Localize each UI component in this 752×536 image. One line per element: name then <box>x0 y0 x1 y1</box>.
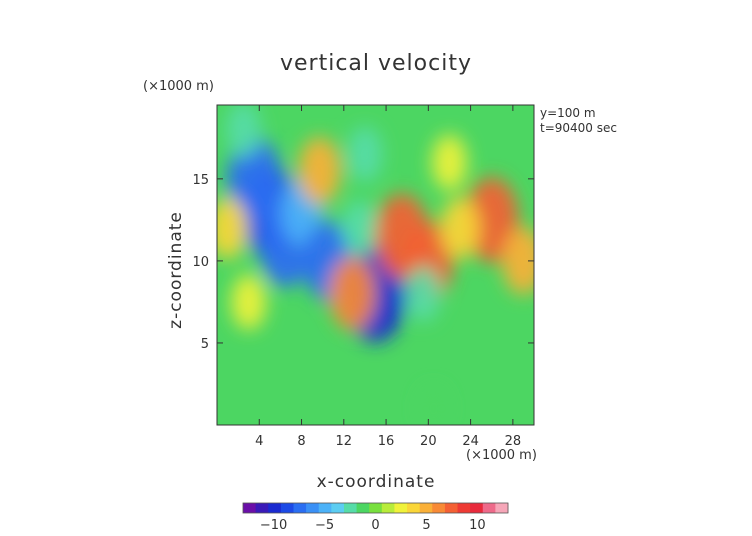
colorbar-tick-label: −5 <box>315 518 334 532</box>
colorbar-segment <box>457 503 471 513</box>
x-tick-label: 28 <box>505 434 522 449</box>
field-cell <box>231 274 267 330</box>
colorbar-frame <box>242 502 509 514</box>
x-axis: 4 8 12 16 20 24 28 <box>255 105 521 449</box>
plot-area <box>217 105 534 425</box>
colorbar-segment <box>381 503 395 513</box>
colorbar-tick-label: 10 <box>469 518 486 532</box>
colorbar-segment <box>495 503 509 513</box>
colorbar-tick-label: −10 <box>260 518 287 532</box>
colorbar-segment <box>318 503 332 513</box>
colorbar-segment <box>280 503 294 513</box>
field-cell <box>298 136 341 205</box>
colorbar-tick-label: 5 <box>422 518 430 532</box>
colorbar-segment <box>444 503 459 513</box>
x-tick-label: 24 <box>462 434 479 449</box>
colorbar-segment <box>407 503 421 513</box>
field-cell <box>405 265 441 322</box>
y-axis: 5 10 15 <box>192 173 534 352</box>
field-cell <box>342 200 378 256</box>
velocity-field <box>217 105 534 425</box>
x-tick-label: 4 <box>255 434 263 449</box>
y-tick-label: 15 <box>192 173 209 188</box>
colorbar-segment <box>356 503 370 513</box>
colorbar-segment <box>419 503 433 513</box>
annotation-y-position: y=100 m <box>540 106 596 120</box>
y-unit-label: (×1000 m) <box>143 79 214 94</box>
field-cell <box>464 177 519 263</box>
y-axis-label: z-coordinate <box>166 211 186 329</box>
annotation-time: t=90400 sec <box>540 121 617 135</box>
colorbar-segment <box>482 503 496 513</box>
field-cell <box>227 136 281 222</box>
colorbar-segment <box>369 503 383 513</box>
field-cell <box>419 386 448 425</box>
field-cell <box>431 134 467 191</box>
colorbar-segment <box>293 503 307 513</box>
colorbar-segment <box>306 503 320 513</box>
field-cell <box>347 126 383 183</box>
y-tick-label: 10 <box>192 255 209 270</box>
colorbar-segment <box>255 503 269 513</box>
field-cell <box>440 197 480 259</box>
colorbar-segment <box>470 503 484 513</box>
y-tick-label: 5 <box>201 337 209 352</box>
x-tick-label: 12 <box>336 434 353 449</box>
field-cell <box>225 105 261 158</box>
x-tick-label: 16 <box>378 434 395 449</box>
x-unit-label: (×1000 m) <box>466 448 537 463</box>
colorbar-segment <box>243 503 257 513</box>
colorbar-segment <box>432 503 446 513</box>
colorbar-segment <box>343 503 358 513</box>
plot-frame <box>216 104 535 426</box>
colorbar-ticks: −10 −5 0 5 10 <box>260 518 486 533</box>
colorbar-tick-label: 0 <box>371 518 379 532</box>
colorbar-segment <box>268 503 282 513</box>
chart-title: vertical velocity <box>280 51 472 76</box>
x-tick-label: 8 <box>297 434 305 449</box>
colorbar-segment <box>394 503 408 513</box>
field-cell <box>329 256 376 331</box>
x-tick-label: 20 <box>420 434 437 449</box>
field-cell <box>217 197 247 259</box>
field-cell <box>502 227 534 295</box>
colorbar-segment <box>331 503 345 513</box>
x-axis-label: x-coordinate <box>317 472 436 492</box>
colorbar <box>242 502 509 514</box>
